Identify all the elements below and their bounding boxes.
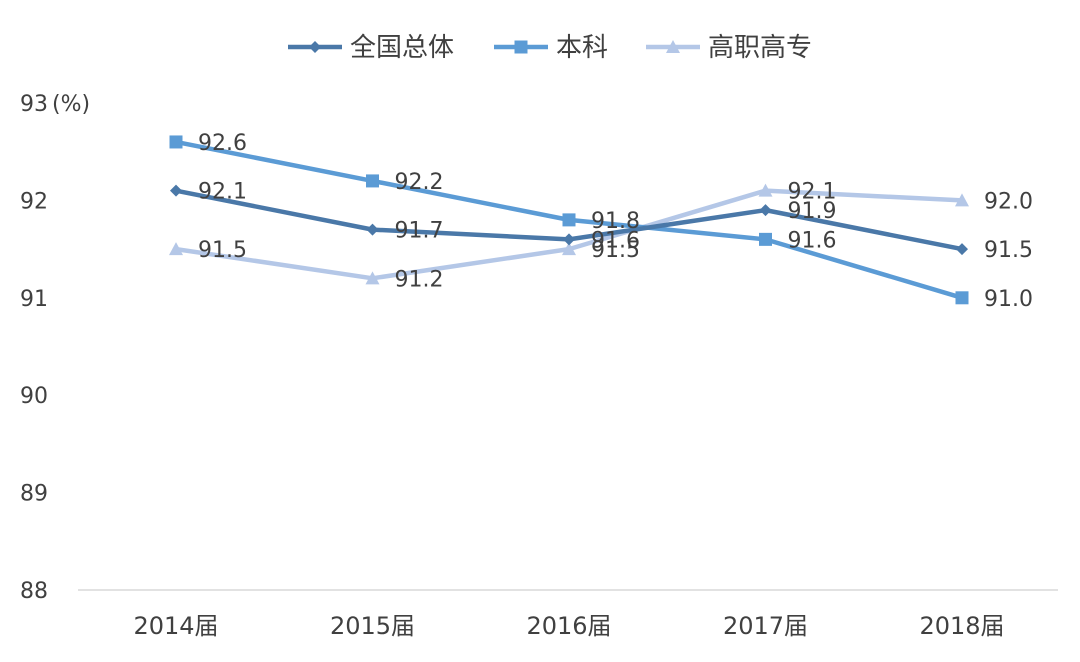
series-layer — [169, 135, 969, 305]
watermark-logo-icon — [9, 627, 45, 649]
x-tick-label: 2016届 — [526, 612, 611, 640]
y-axis: 88 89 90 91 92 93 (%) — [20, 92, 90, 604]
x-tick-label: 2017届 — [723, 612, 808, 640]
legend-marker-icon — [514, 40, 528, 54]
y-tick-label: 93 — [20, 92, 48, 117]
data-point — [956, 243, 968, 256]
data-point — [366, 223, 379, 236]
data-label: 91.9 — [788, 199, 837, 224]
data-labels: 92.191.7 91.691.991.592.692.291.891.691.0… — [198, 131, 1033, 312]
data-label: 91.2 — [395, 267, 444, 292]
data-point — [562, 213, 576, 227]
data-label: 92.2 — [395, 170, 444, 195]
data-point — [955, 193, 969, 207]
legend-marker-icon — [309, 41, 321, 53]
legend-item: 全国总体 — [288, 33, 454, 63]
legend-label: 本科 — [556, 33, 608, 63]
y-tick-label: 89 — [20, 482, 48, 507]
legend: 全国总体 本科 高职高专 — [288, 33, 812, 63]
data-label: 91.0 — [984, 287, 1033, 312]
data-label: 92.1 — [788, 180, 837, 205]
watermark: 大数跨境 — [9, 626, 132, 650]
data-point — [759, 232, 772, 246]
legend-label: 高职高专 — [708, 33, 812, 63]
x-tick-label: 2014届 — [133, 612, 218, 640]
data-point — [758, 183, 773, 197]
data-label: 92.6 — [198, 131, 247, 156]
y-tick-label: 91 — [20, 287, 48, 312]
data-point — [759, 204, 772, 217]
x-tick-label: 2018届 — [919, 612, 1004, 640]
data-point — [169, 135, 183, 149]
x-tick-label: 2015届 — [330, 612, 415, 640]
data-point — [563, 233, 575, 246]
data-label: 91.5 — [984, 238, 1033, 263]
data-label: 91.7 — [395, 219, 444, 244]
data-point — [169, 242, 183, 256]
y-unit-label: (%) — [52, 92, 90, 117]
y-tick-label: 92 — [20, 189, 48, 214]
data-point — [365, 271, 380, 285]
data-label: 91.5 — [591, 238, 640, 263]
legend-item: 本科 — [494, 33, 608, 63]
legend-marker-icon — [666, 40, 680, 53]
y-tick-label: 88 — [20, 579, 48, 604]
x-axis: 2014届 2015届 2016届 2017届 2018届 — [78, 589, 1058, 640]
data-point — [562, 242, 576, 256]
legend-item: 高职高专 — [646, 33, 812, 63]
data-point — [366, 174, 379, 188]
data-label: 91.5 — [198, 238, 247, 263]
watermark-text: 大数跨境 — [52, 626, 132, 650]
data-label: 91.6 — [788, 228, 837, 253]
data-point — [955, 291, 969, 305]
data-point — [170, 184, 182, 197]
legend-label: 全国总体 — [350, 33, 454, 63]
y-tick-label: 90 — [20, 384, 48, 409]
data-label: 92.0 — [984, 189, 1033, 214]
data-label: 91.8 — [591, 209, 640, 234]
data-label: 92.1 — [198, 180, 247, 205]
data-label: 91.6 — [591, 228, 640, 253]
